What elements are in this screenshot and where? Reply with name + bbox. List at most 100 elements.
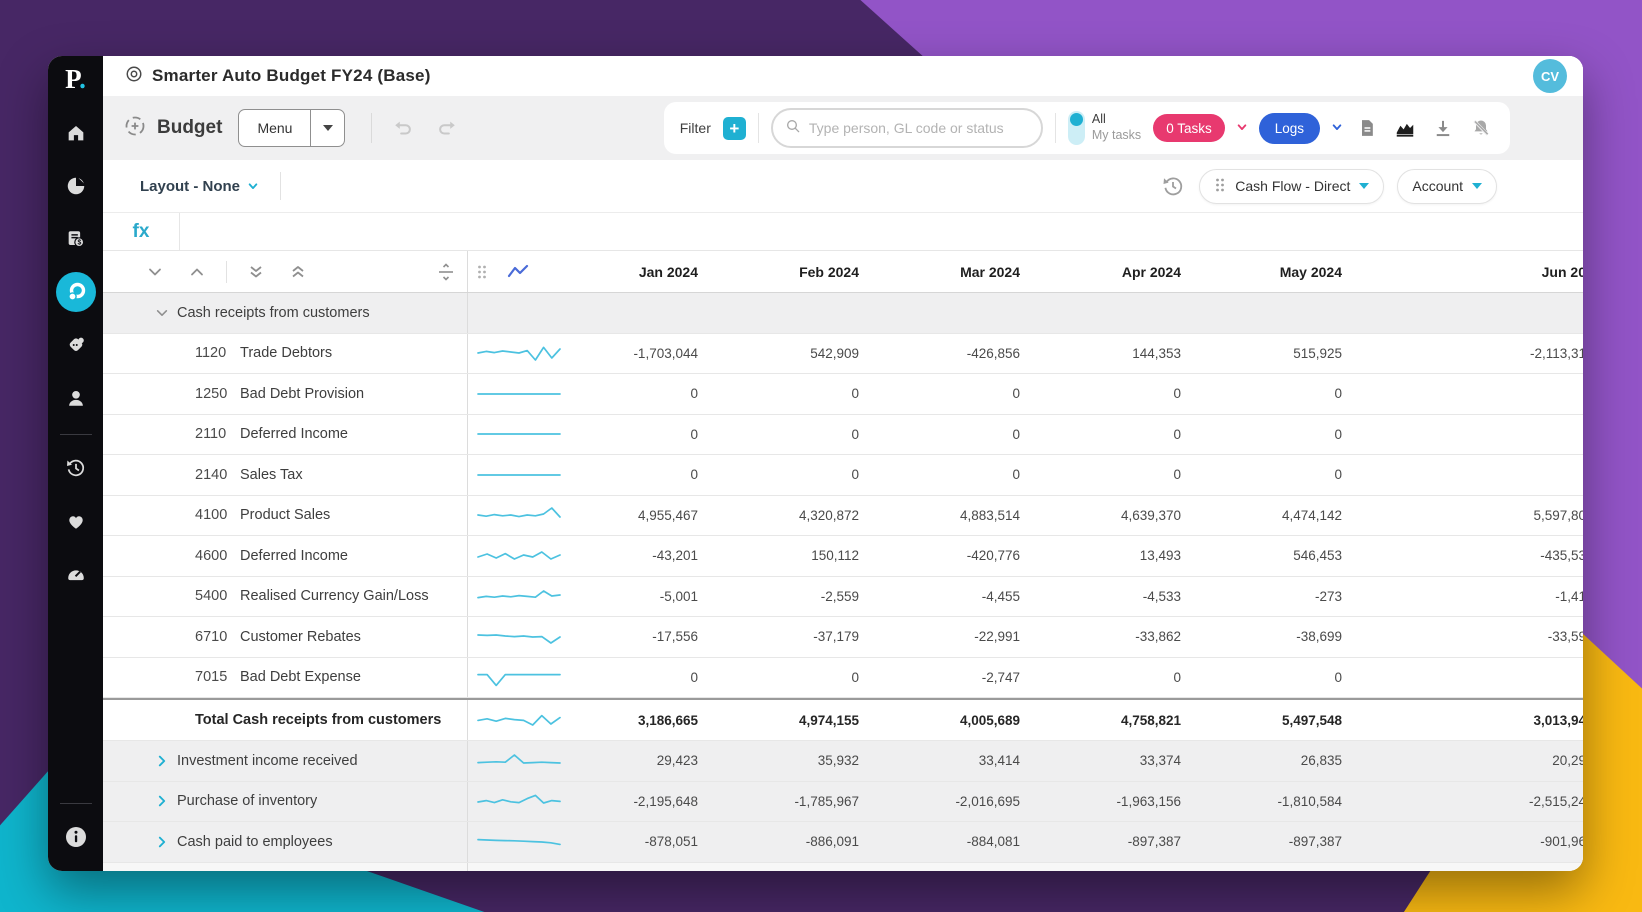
row-label-cell[interactable]: 2110 Deferred Income <box>103 414 468 454</box>
axis-selector-pill[interactable]: Account <box>1397 168 1497 204</box>
logs-pill-button[interactable]: Logs <box>1258 112 1320 144</box>
row-label-cell[interactable]: 1120 Trade Debtors <box>103 333 468 373</box>
value-cell-month-6[interactable] <box>1360 415 1583 455</box>
grid-row-6710[interactable]: 6710 Customer Rebates -17,556 -37,179 -22,99… <box>103 617 1583 658</box>
value-cell-month-3[interactable]: -4,455 <box>981 588 1020 604</box>
value-cell-month-4[interactable]: 144,353 <box>1132 345 1181 361</box>
value-cell-month-3[interactable]: -2,016,695 <box>955 793 1020 809</box>
column-header-5[interactable]: May 2024 <box>1279 263 1342 280</box>
value-cell-month-4[interactable]: 0 <box>1173 467 1181 483</box>
column-header-6[interactable]: Jun 20 <box>1541 263 1583 280</box>
value-cell-month-2[interactable]: 0 <box>851 386 859 402</box>
value-cell-month-6[interactable] <box>1360 374 1583 414</box>
value-cell-month-4[interactable]: 33,374 <box>1139 753 1181 769</box>
column-header-4[interactable]: Apr 2024 <box>1121 263 1181 280</box>
value-cell-month-3[interactable]: 0 <box>1012 467 1020 483</box>
grid-row-7015[interactable]: 7015 Bad Debt Expense 0 0 -2,747 0 0 <box>103 657 1583 698</box>
value-cell-month-1[interactable]: -5,001 <box>659 588 698 604</box>
row-label-cell[interactable]: 2140 Sales Tax <box>103 455 468 495</box>
value-cell-month-1[interactable]: 0 <box>690 467 698 483</box>
undo-button[interactable] <box>390 115 416 141</box>
value-cell-month-2[interactable]: 35,932 <box>817 753 859 769</box>
value-cell-month-5[interactable]: -273 <box>1314 588 1342 604</box>
tasks-chevron-down-icon[interactable] <box>1237 119 1247 137</box>
sidebar-item-home[interactable] <box>56 113 96 153</box>
grid-row-group-closed[interactable]: Purchase of inventory -2,195,648 -1,785,96… <box>103 781 1583 822</box>
column-header-1[interactable]: Jan 2024 <box>638 263 698 280</box>
tasks-pill-button[interactable]: 0 Tasks <box>1153 114 1225 142</box>
value-cell-month-1[interactable]: -878,051 <box>644 834 698 850</box>
grid-row-group-closed[interactable]: Cash paid to employees -878,051 -886,091 -8… <box>103 822 1583 863</box>
value-cell-month-3[interactable]: 0 <box>1012 426 1020 442</box>
formula-input-area[interactable] <box>180 213 1583 250</box>
value-cell-month-6[interactable]: -2,113,31 <box>1529 345 1583 361</box>
value-cell-month-2[interactable]: -886,091 <box>805 834 859 850</box>
grid-row-5400[interactable]: 5400 Realised Currency Gain/Loss -5,001 -2,… <box>103 576 1583 617</box>
row-label-cell[interactable]: 4600 Deferred Income <box>103 536 468 576</box>
value-cell-month-5[interactable]: 5,497,548 <box>1281 712 1342 728</box>
row-label-cell[interactable]: 4100 Product Sales <box>103 495 468 535</box>
value-cell-month-3[interactable]: -426,856 <box>966 345 1020 361</box>
sidebar-item-people[interactable] <box>56 378 96 418</box>
search-input[interactable] <box>808 120 1029 136</box>
group-toggle[interactable] <box>155 794 169 808</box>
grid-row-1250[interactable]: 1250 Bad Debt Provision 0 0 0 0 0 <box>103 374 1583 415</box>
value-cell-month-4[interactable]: 0 <box>1173 386 1181 402</box>
value-cell-month-4[interactable]: 13,493 <box>1139 548 1181 564</box>
user-avatar[interactable]: CV <box>1533 59 1567 93</box>
value-cell-month-5[interactable]: 4,474,142 <box>1281 507 1342 523</box>
value-cell-month-5[interactable]: -1,810,584 <box>1277 793 1342 809</box>
row-label-cell[interactable]: Investment income received <box>103 741 468 781</box>
grid-row-2110[interactable]: 2110 Deferred Income 0 0 0 0 0 <box>103 414 1583 455</box>
grid-row-2140[interactable]: 2140 Sales Tax 0 0 0 0 0 <box>103 455 1583 496</box>
value-cell-month-4[interactable]: 4,639,370 <box>1120 507 1181 523</box>
value-cell-month-1[interactable]: 0 <box>690 426 698 442</box>
value-cell-month-2[interactable]: 4,320,872 <box>798 507 859 523</box>
value-cell-month-4[interactable]: -1,963,156 <box>1116 793 1181 809</box>
value-cell-month-2[interactable] <box>716 293 877 333</box>
sidebar-item-pricing[interactable] <box>56 325 96 365</box>
toggle-mytasks-label[interactable]: My tasks <box>1091 128 1142 142</box>
value-cell-month-5[interactable] <box>1199 293 1360 333</box>
value-cell-month-5[interactable]: 0 <box>1334 669 1342 685</box>
menu-split-button[interactable]: Menu <box>238 109 346 147</box>
value-cell-month-6[interactable]: 3,013,94 <box>1533 712 1583 728</box>
value-cell-month-4[interactable]: 4,758,821 <box>1120 712 1181 728</box>
value-cell-month-4[interactable]: -33,862 <box>1135 629 1181 645</box>
value-cell-month-4[interactable]: -4,533 <box>1142 588 1181 604</box>
value-cell-month-3[interactable]: -420,776 <box>966 548 1020 564</box>
value-cell-month-1[interactable]: 29,423 <box>656 753 698 769</box>
row-label-cell[interactable]: 6710 Customer Rebates <box>103 617 468 657</box>
value-cell-month-6[interactable]: -435,53 <box>1540 548 1583 564</box>
value-cell-month-6[interactable]: 5,597,80 <box>1533 507 1583 523</box>
document-button[interactable] <box>1354 115 1380 141</box>
value-cell-month-4[interactable] <box>1038 293 1199 333</box>
redo-button[interactable] <box>434 115 460 141</box>
value-cell-month-6[interactable]: -1,41 <box>1555 588 1583 604</box>
grid-row-group-closed[interactable]: Investment income received 29,423 35,932 33… <box>103 741 1583 782</box>
grid-row-4100[interactable]: 4100 Product Sales 4,955,467 4,320,872 4,883… <box>103 495 1583 536</box>
value-cell-month-5[interactable]: 546,453 <box>1293 548 1342 564</box>
add-filter-button[interactable]: + <box>722 116 746 140</box>
row-label-cell[interactable]: Total Cash receipts from customers <box>103 700 468 740</box>
value-cell-month-6[interactable] <box>1360 455 1583 495</box>
column-drag-handle-icon[interactable] <box>469 259 495 285</box>
sidebar-item-financial-reports[interactable]: $ <box>56 219 96 259</box>
sidebar-item-performance[interactable] <box>56 554 96 594</box>
value-cell-month-6[interactable] <box>1360 293 1583 333</box>
value-cell-month-1[interactable]: 0 <box>690 386 698 402</box>
layout-selector[interactable]: Layout - None <box>140 178 258 195</box>
value-cell-month-3[interactable]: 0 <box>1012 386 1020 402</box>
value-cell-month-1[interactable]: -1,703,044 <box>633 345 698 361</box>
group-toggle[interactable] <box>155 835 169 849</box>
area-chart-button[interactable] <box>1392 115 1418 141</box>
group-toggle[interactable] <box>155 754 169 768</box>
value-cell-month-6[interactable]: -901,96 <box>1540 834 1583 850</box>
all-mytasks-toggle[interactable] <box>1067 111 1085 145</box>
sidebar-item-history[interactable] <box>56 448 96 488</box>
value-cell-month-2[interactable]: 0 <box>851 669 859 685</box>
column-header-3[interactable]: Mar 2024 <box>960 263 1020 280</box>
value-cell-month-1[interactable]: 0 <box>690 669 698 685</box>
sparkline-column-icon[interactable] <box>505 259 531 285</box>
expand-row-icon[interactable] <box>142 259 168 285</box>
